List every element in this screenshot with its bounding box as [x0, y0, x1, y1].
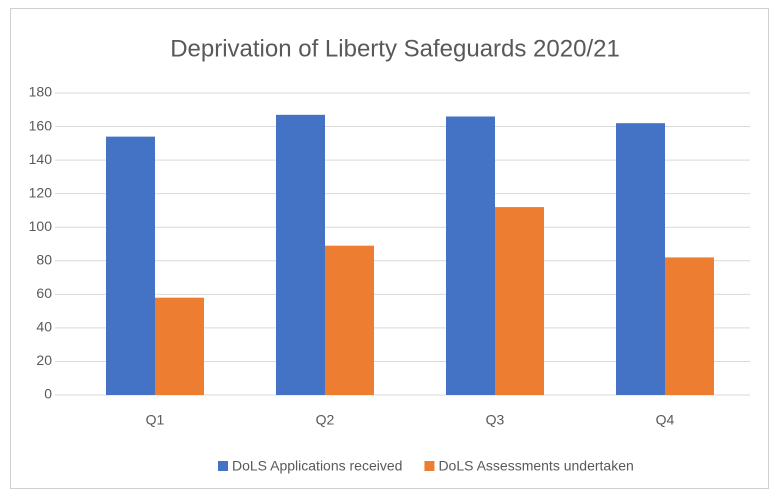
y-tick-label: 60	[36, 285, 52, 301]
y-tick-label: 0	[44, 386, 52, 402]
legend-swatch	[218, 461, 228, 471]
y-tick-label: 120	[29, 184, 53, 200]
bar	[155, 297, 204, 395]
y-tick-label: 40	[36, 319, 52, 335]
y-tick-label: 100	[29, 218, 53, 234]
bar	[106, 136, 155, 395]
bar	[325, 245, 374, 395]
y-tick-label: 20	[36, 352, 52, 368]
bar	[665, 257, 714, 395]
y-tick-label: 140	[29, 151, 53, 167]
bar	[495, 207, 544, 395]
y-tick-label: 180	[29, 84, 53, 100]
x-tick-label: Q2	[316, 412, 335, 428]
legend-label: DoLS Applications received	[232, 458, 402, 474]
x-tick-label: Q3	[486, 412, 505, 428]
legend-swatch	[424, 461, 435, 471]
x-tick-label: Q4	[656, 412, 675, 428]
legend-label: DoLS Assessments undertaken	[438, 458, 633, 474]
bar	[446, 116, 495, 395]
bar	[616, 123, 665, 395]
bar	[276, 114, 325, 396]
x-tick-label: Q1	[146, 412, 165, 428]
y-tick-label: 160	[29, 117, 53, 133]
y-tick-label: 80	[36, 251, 52, 267]
chart-title: Deprivation of Liberty Safeguards 2020/2…	[170, 35, 620, 62]
